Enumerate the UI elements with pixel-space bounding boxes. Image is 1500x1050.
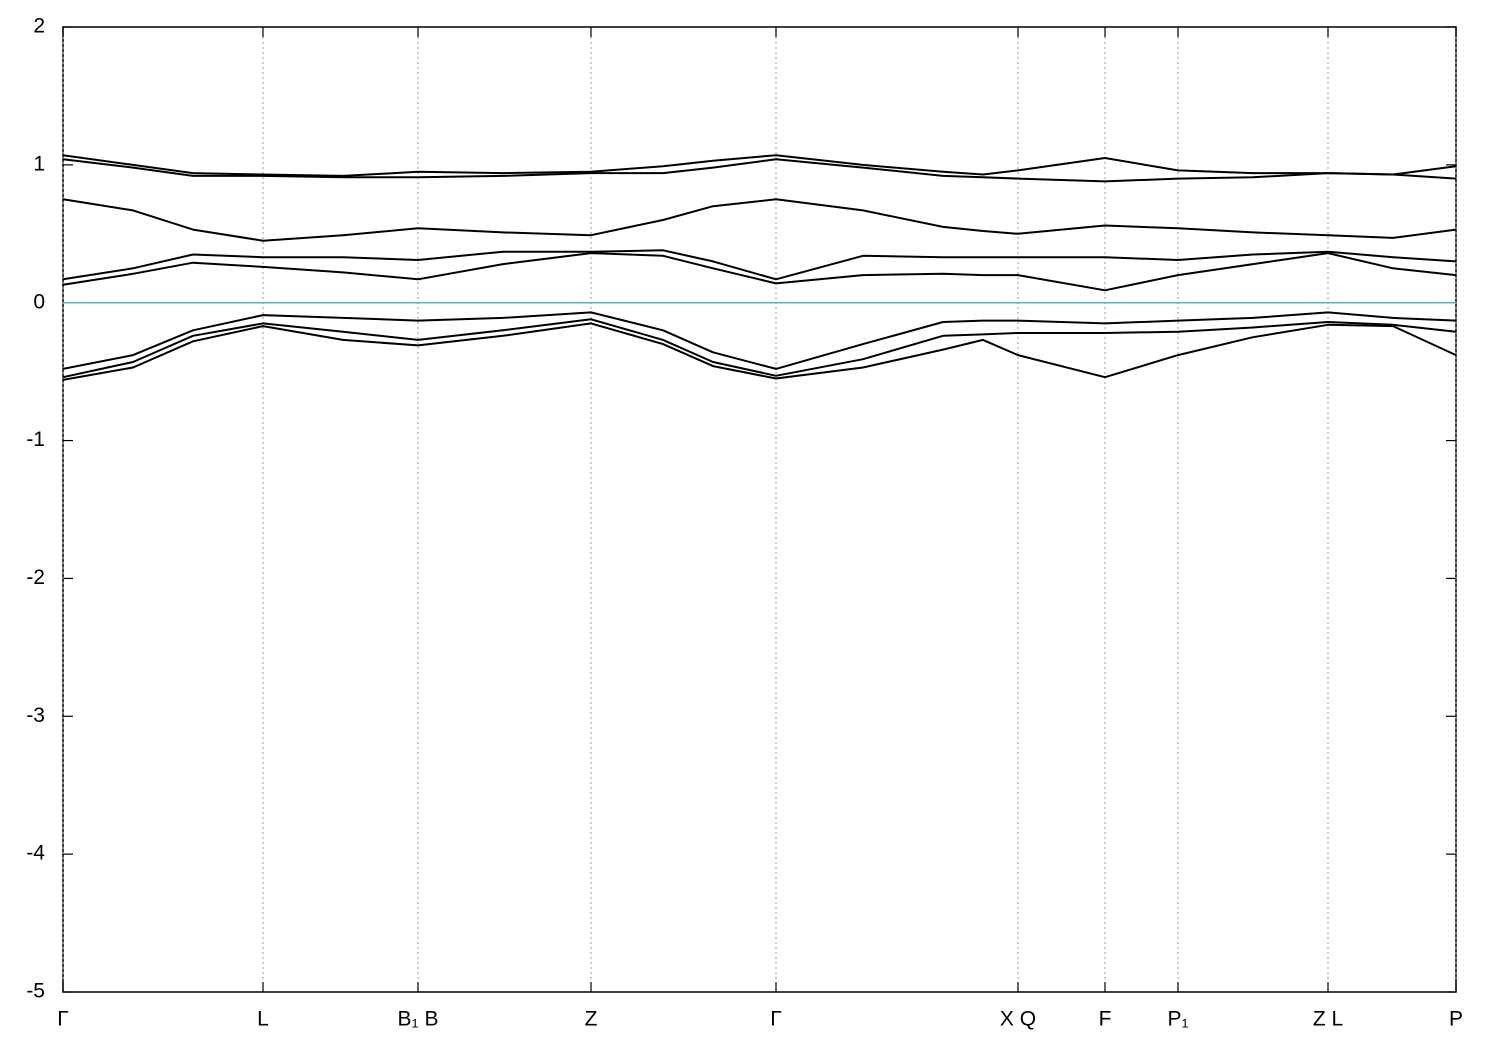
y-tick-label: 1 <box>33 152 45 175</box>
y-tick-label: -5 <box>26 980 45 1003</box>
y-tick-label: 2 <box>33 15 45 38</box>
y-tick-label: -3 <box>26 704 45 727</box>
x-tick-label: B₁ B <box>398 1008 439 1031</box>
band-line <box>62 252 1457 292</box>
band-line <box>62 318 1457 379</box>
band-line <box>62 311 1457 370</box>
y-tick-label: -4 <box>26 842 45 865</box>
x-tick-label: X Q <box>1000 1008 1036 1031</box>
band-line <box>62 158 1457 183</box>
x-tick-label: Γ <box>57 1008 69 1031</box>
band-line <box>62 322 1457 381</box>
plot-frame <box>62 26 1457 993</box>
x-tick-label: Γ <box>770 1008 782 1031</box>
x-tick-label: P₁ <box>1167 1008 1188 1031</box>
y-tick-label: 0 <box>33 290 45 313</box>
band-line <box>62 198 1457 242</box>
y-tick-label: -1 <box>26 428 45 451</box>
x-tick-label: Z L <box>1313 1008 1343 1031</box>
band-line <box>62 249 1457 281</box>
x-tick-label: P <box>1449 1008 1463 1031</box>
x-tick-label: L <box>257 1008 269 1031</box>
x-tick-label: Z <box>585 1008 598 1031</box>
band-line <box>62 154 1457 177</box>
x-tick-label: F <box>1099 1008 1112 1031</box>
y-tick-label: -2 <box>26 566 45 589</box>
